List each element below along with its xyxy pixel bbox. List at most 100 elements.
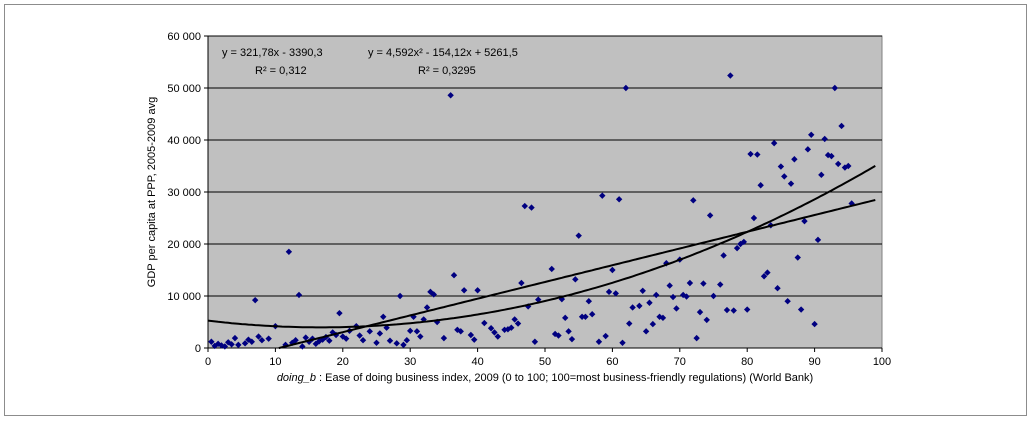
data-point bbox=[686, 279, 694, 287]
x-axis-title: doing_b : Ease of doing business index, … bbox=[277, 372, 813, 384]
data-point bbox=[400, 341, 407, 349]
data-point bbox=[514, 320, 522, 327]
data-point bbox=[639, 287, 646, 294]
data-point bbox=[572, 276, 579, 283]
data-point bbox=[848, 200, 855, 207]
data-point bbox=[413, 328, 421, 335]
data-point bbox=[673, 305, 680, 312]
data-point bbox=[669, 293, 677, 301]
data-point bbox=[797, 306, 805, 313]
data-point bbox=[568, 335, 576, 343]
data-point bbox=[750, 214, 758, 222]
data-point bbox=[703, 316, 710, 324]
data-point bbox=[295, 291, 303, 299]
data-point bbox=[292, 337, 299, 344]
x-axis-ticks: 0 10 20 30 40 50 60 70 80 90 100 bbox=[205, 347, 891, 368]
data-point bbox=[251, 296, 259, 304]
trendline-equations: y = 321,78x - 3390,3 R² = 0,312 y = 4,592x… bbox=[222, 47, 518, 77]
data-point bbox=[679, 291, 687, 299]
data-point bbox=[619, 339, 626, 346]
data-point bbox=[582, 313, 589, 320]
gridlines bbox=[208, 35, 882, 297]
data-point bbox=[811, 320, 818, 328]
data-point bbox=[646, 299, 653, 306]
data-point bbox=[380, 313, 387, 320]
data-point bbox=[764, 269, 771, 276]
data-point bbox=[801, 217, 808, 225]
x-tick-label: 0 bbox=[205, 356, 211, 368]
data-point bbox=[649, 320, 657, 328]
data-point bbox=[565, 328, 572, 335]
x-tick-label: 100 bbox=[873, 356, 891, 368]
data-point bbox=[615, 196, 623, 203]
data-point bbox=[605, 288, 613, 296]
data-point bbox=[511, 316, 518, 323]
data-point bbox=[396, 292, 404, 300]
data-point bbox=[770, 139, 778, 147]
data-point bbox=[710, 292, 717, 300]
data-point bbox=[585, 298, 593, 305]
linear-trendline bbox=[278, 199, 876, 350]
data-point bbox=[248, 338, 256, 345]
y-axis-title: GDP per capita at PPP, 2005-2009 avg bbox=[146, 97, 158, 287]
data-point bbox=[423, 304, 431, 311]
data-point bbox=[828, 152, 835, 160]
y-tick-label: 30 000 bbox=[167, 187, 201, 199]
data-point bbox=[285, 248, 293, 255]
data-point bbox=[757, 182, 764, 189]
data-point bbox=[588, 311, 596, 318]
data-point bbox=[578, 313, 586, 320]
x-tick-label: 10 bbox=[269, 356, 281, 368]
x-tick-label: 90 bbox=[808, 356, 820, 368]
data-point bbox=[737, 240, 744, 248]
data-point bbox=[690, 197, 697, 204]
x-tick-label: 50 bbox=[539, 356, 551, 368]
x-tick-label: 70 bbox=[674, 356, 686, 368]
data-point bbox=[777, 163, 785, 170]
data-point bbox=[791, 156, 798, 163]
data-point bbox=[467, 331, 475, 339]
data-point bbox=[450, 272, 458, 279]
data-point bbox=[808, 131, 815, 138]
data-point bbox=[774, 285, 781, 292]
data-point bbox=[787, 180, 795, 187]
y-tick-label: 20 000 bbox=[167, 239, 201, 251]
data-point bbox=[518, 279, 525, 287]
data-point bbox=[781, 173, 788, 180]
data-point bbox=[457, 328, 464, 335]
data-point bbox=[841, 164, 849, 171]
data-point bbox=[447, 92, 454, 99]
quadratic-equation: y = 4,592x² - 154,12x + 5261,5 bbox=[368, 47, 518, 59]
data-point bbox=[255, 333, 262, 340]
data-point bbox=[626, 320, 633, 327]
data-point bbox=[622, 84, 630, 92]
data-point bbox=[653, 291, 660, 299]
data-point bbox=[804, 146, 812, 153]
data-point bbox=[430, 291, 437, 298]
y-tick-label: 60 000 bbox=[167, 31, 201, 43]
data-point bbox=[727, 72, 734, 79]
data-point bbox=[407, 327, 414, 335]
y-tick-label: 0 bbox=[195, 343, 201, 355]
data-point bbox=[659, 314, 667, 322]
data-point bbox=[235, 341, 242, 349]
quadratic-trendline bbox=[207, 165, 876, 329]
data-point bbox=[720, 252, 727, 259]
data-point bbox=[609, 266, 616, 274]
data-point bbox=[814, 236, 822, 244]
data-point bbox=[326, 337, 333, 344]
data-point bbox=[717, 281, 724, 288]
data-point bbox=[336, 309, 343, 317]
data-point bbox=[225, 339, 232, 346]
data-point bbox=[491, 329, 498, 336]
data-point bbox=[794, 254, 801, 261]
data-point bbox=[696, 308, 704, 316]
data-point bbox=[602, 332, 609, 340]
data-point bbox=[656, 313, 663, 320]
data-point bbox=[666, 282, 673, 289]
data-point bbox=[366, 328, 373, 335]
data-point bbox=[706, 212, 714, 219]
data-point bbox=[265, 335, 272, 342]
data-point bbox=[245, 336, 252, 343]
